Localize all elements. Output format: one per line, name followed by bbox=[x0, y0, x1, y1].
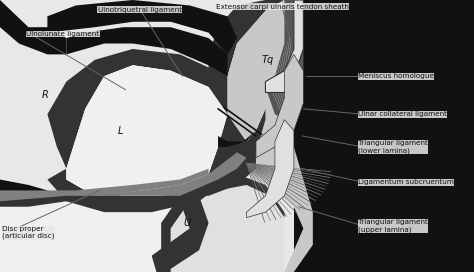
Text: Tq: Tq bbox=[262, 55, 274, 65]
Text: Disc proper
(articular disc): Disc proper (articular disc) bbox=[2, 226, 55, 239]
Polygon shape bbox=[66, 152, 246, 196]
Polygon shape bbox=[228, 0, 294, 141]
Text: Ulnolunate ligament: Ulnolunate ligament bbox=[26, 31, 99, 37]
Text: L: L bbox=[118, 126, 124, 135]
Polygon shape bbox=[0, 185, 209, 272]
Text: U: U bbox=[183, 218, 191, 228]
Polygon shape bbox=[66, 65, 228, 196]
Polygon shape bbox=[294, 0, 474, 272]
Polygon shape bbox=[209, 0, 303, 152]
Polygon shape bbox=[265, 0, 303, 92]
Polygon shape bbox=[0, 169, 209, 201]
Polygon shape bbox=[180, 141, 256, 196]
Polygon shape bbox=[256, 44, 313, 272]
Polygon shape bbox=[256, 54, 303, 158]
Text: Extensor carpi ulnaris tendon sheath: Extensor carpi ulnaris tendon sheath bbox=[216, 4, 348, 10]
Text: Triangular ligament
(upper lamina): Triangular ligament (upper lamina) bbox=[358, 219, 428, 233]
Polygon shape bbox=[0, 185, 209, 272]
Text: Meniscus homologue: Meniscus homologue bbox=[358, 73, 434, 79]
Text: Ulnotriquetral ligament: Ulnotriquetral ligament bbox=[98, 7, 182, 13]
Polygon shape bbox=[66, 65, 228, 196]
Polygon shape bbox=[265, 0, 303, 120]
Polygon shape bbox=[0, 0, 66, 54]
Polygon shape bbox=[47, 0, 237, 54]
Polygon shape bbox=[161, 174, 284, 272]
Polygon shape bbox=[218, 131, 256, 147]
Polygon shape bbox=[47, 49, 256, 212]
Text: Ligamentum subcruentum: Ligamentum subcruentum bbox=[358, 179, 454, 185]
Text: R: R bbox=[42, 90, 48, 100]
Polygon shape bbox=[246, 120, 294, 218]
Polygon shape bbox=[161, 174, 284, 272]
Polygon shape bbox=[0, 180, 47, 196]
Text: Triangular ligament
(lower lamina): Triangular ligament (lower lamina) bbox=[358, 140, 428, 154]
Text: Ulnar collateral ligament: Ulnar collateral ligament bbox=[358, 111, 447, 117]
Polygon shape bbox=[228, 0, 294, 141]
Polygon shape bbox=[66, 27, 228, 76]
